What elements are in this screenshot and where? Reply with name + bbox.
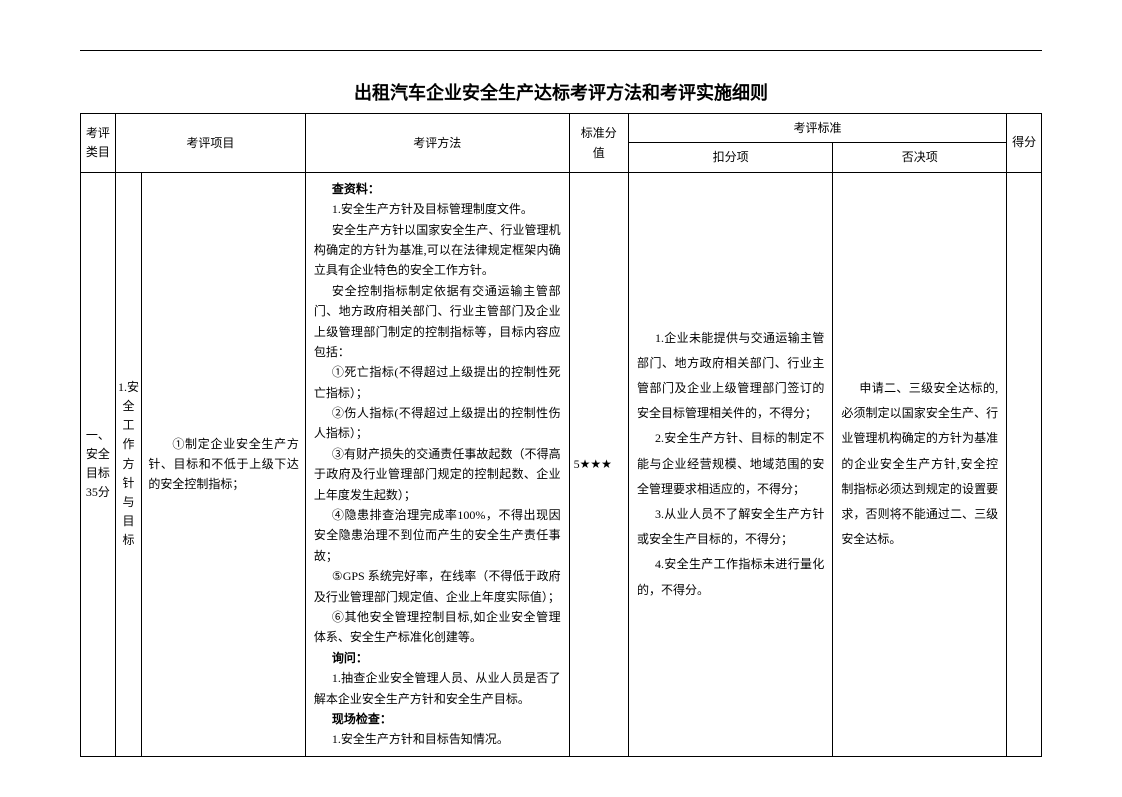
cell-item: ①制定企业安全生产方针、目标和不低于上级下达的安全控制指标；: [142, 172, 306, 756]
method-p9: ⑥其他安全管理控制目标,如企业安全管理体系、安全生产标准化创建等。: [314, 607, 561, 648]
method-p7: ④隐患排查治理完成率100%，不得出现因安全隐患治理不到位而产生的安全生产责任事…: [314, 505, 561, 566]
document-title: 出租汽车企业安全生产达标考评方法和考评实施细则: [80, 79, 1042, 105]
th-std-score: 标准分值: [569, 114, 628, 173]
method-p3: 安全控制指标制定依据有交通运输主管部门、地方政府相关部门、行业主管部门及企业上级…: [314, 281, 561, 363]
method-p2: 安全生产方针以国家安全生产、行业管理机构确定的方针为基准,可以在法律规定框架内确…: [314, 220, 561, 281]
th-veto: 否决项: [833, 143, 1007, 172]
method-p10: 1.抽查企业安全管理人员、从业人员是否了解本企业安全生产方针和安全生产目标。: [314, 668, 561, 709]
method-head-2: 询问：: [314, 648, 561, 668]
th-deduct: 扣分项: [628, 143, 832, 172]
cell-points: [1007, 172, 1042, 756]
header-rule: [80, 50, 1042, 51]
method-p6: ③有财产损失的交通责任事故起数（不得高于政府及行业管理部门规定的控制起数、企业上…: [314, 444, 561, 505]
th-method: 考评方法: [305, 114, 569, 173]
cell-score: 5★★★: [569, 172, 628, 756]
deduct-p2: 2.安全生产方针、目标的制定不能与企业经营规模、地域范围的安全管理要求相适应的，…: [637, 426, 824, 502]
method-p11: 1.安全生产方针和目标告知情况。: [314, 729, 561, 749]
deduct-p4: 4.安全生产工作指标未进行量化的，不得分。: [637, 552, 824, 602]
evaluation-table: 考评类目 考评项目 考评方法 标准分值 考评标准 得分 扣分项 否决项 一、安全…: [80, 113, 1042, 757]
cell-subproject: 1.安全工作方针与目标: [115, 172, 142, 756]
cell-method: 查资料： 1.安全生产方针及目标管理制度文件。 安全生产方针以国家安全生产、行业…: [305, 172, 569, 756]
cell-veto: 申请二、三级安全达标的,必须制定以国家安全生产、行业管理机构确定的方针为基准的企…: [833, 172, 1007, 756]
th-category: 考评类目: [81, 114, 116, 173]
deduct-p1: 1.企业未能提供与交通运输主管部门、地方政府相关部门、行业主管部门及企业上级管理…: [637, 326, 824, 427]
method-p8: ⑤GPS 系统完好率，在线率（不得低于政府及行业管理部门规定值、企业上年度实际值…: [314, 566, 561, 607]
table-row: 一、安全目标35分 1.安全工作方针与目标 ①制定企业安全生产方针、目标和不低于…: [81, 172, 1042, 756]
method-p4: ①死亡指标(不得超过上级提出的控制性死亡指标）；: [314, 362, 561, 403]
method-head-3: 现场检查：: [314, 709, 561, 729]
deduct-p3: 3.从业人员不了解安全生产方针或安全生产目标的，不得分；: [637, 502, 824, 552]
method-p1: 1.安全生产方针及目标管理制度文件。: [314, 199, 561, 219]
cell-deduct: 1.企业未能提供与交通运输主管部门、地方政府相关部门、行业主管部门及企业上级管理…: [628, 172, 832, 756]
th-project: 考评项目: [115, 114, 305, 173]
th-points: 得分: [1007, 114, 1042, 173]
cell-category: 一、安全目标35分: [81, 172, 116, 756]
method-p5: ②伤人指标(不得超过上级提出的控制性伤人指标）；: [314, 403, 561, 444]
veto-text: 申请二、三级安全达标的,必须制定以国家安全生产、行业管理机构确定的方针为基准的企…: [841, 376, 998, 552]
method-head-1: 查资料：: [314, 179, 561, 199]
header-row-1: 考评类目 考评项目 考评方法 标准分值 考评标准 得分: [81, 114, 1042, 143]
th-criteria: 考评标准: [628, 114, 1006, 143]
